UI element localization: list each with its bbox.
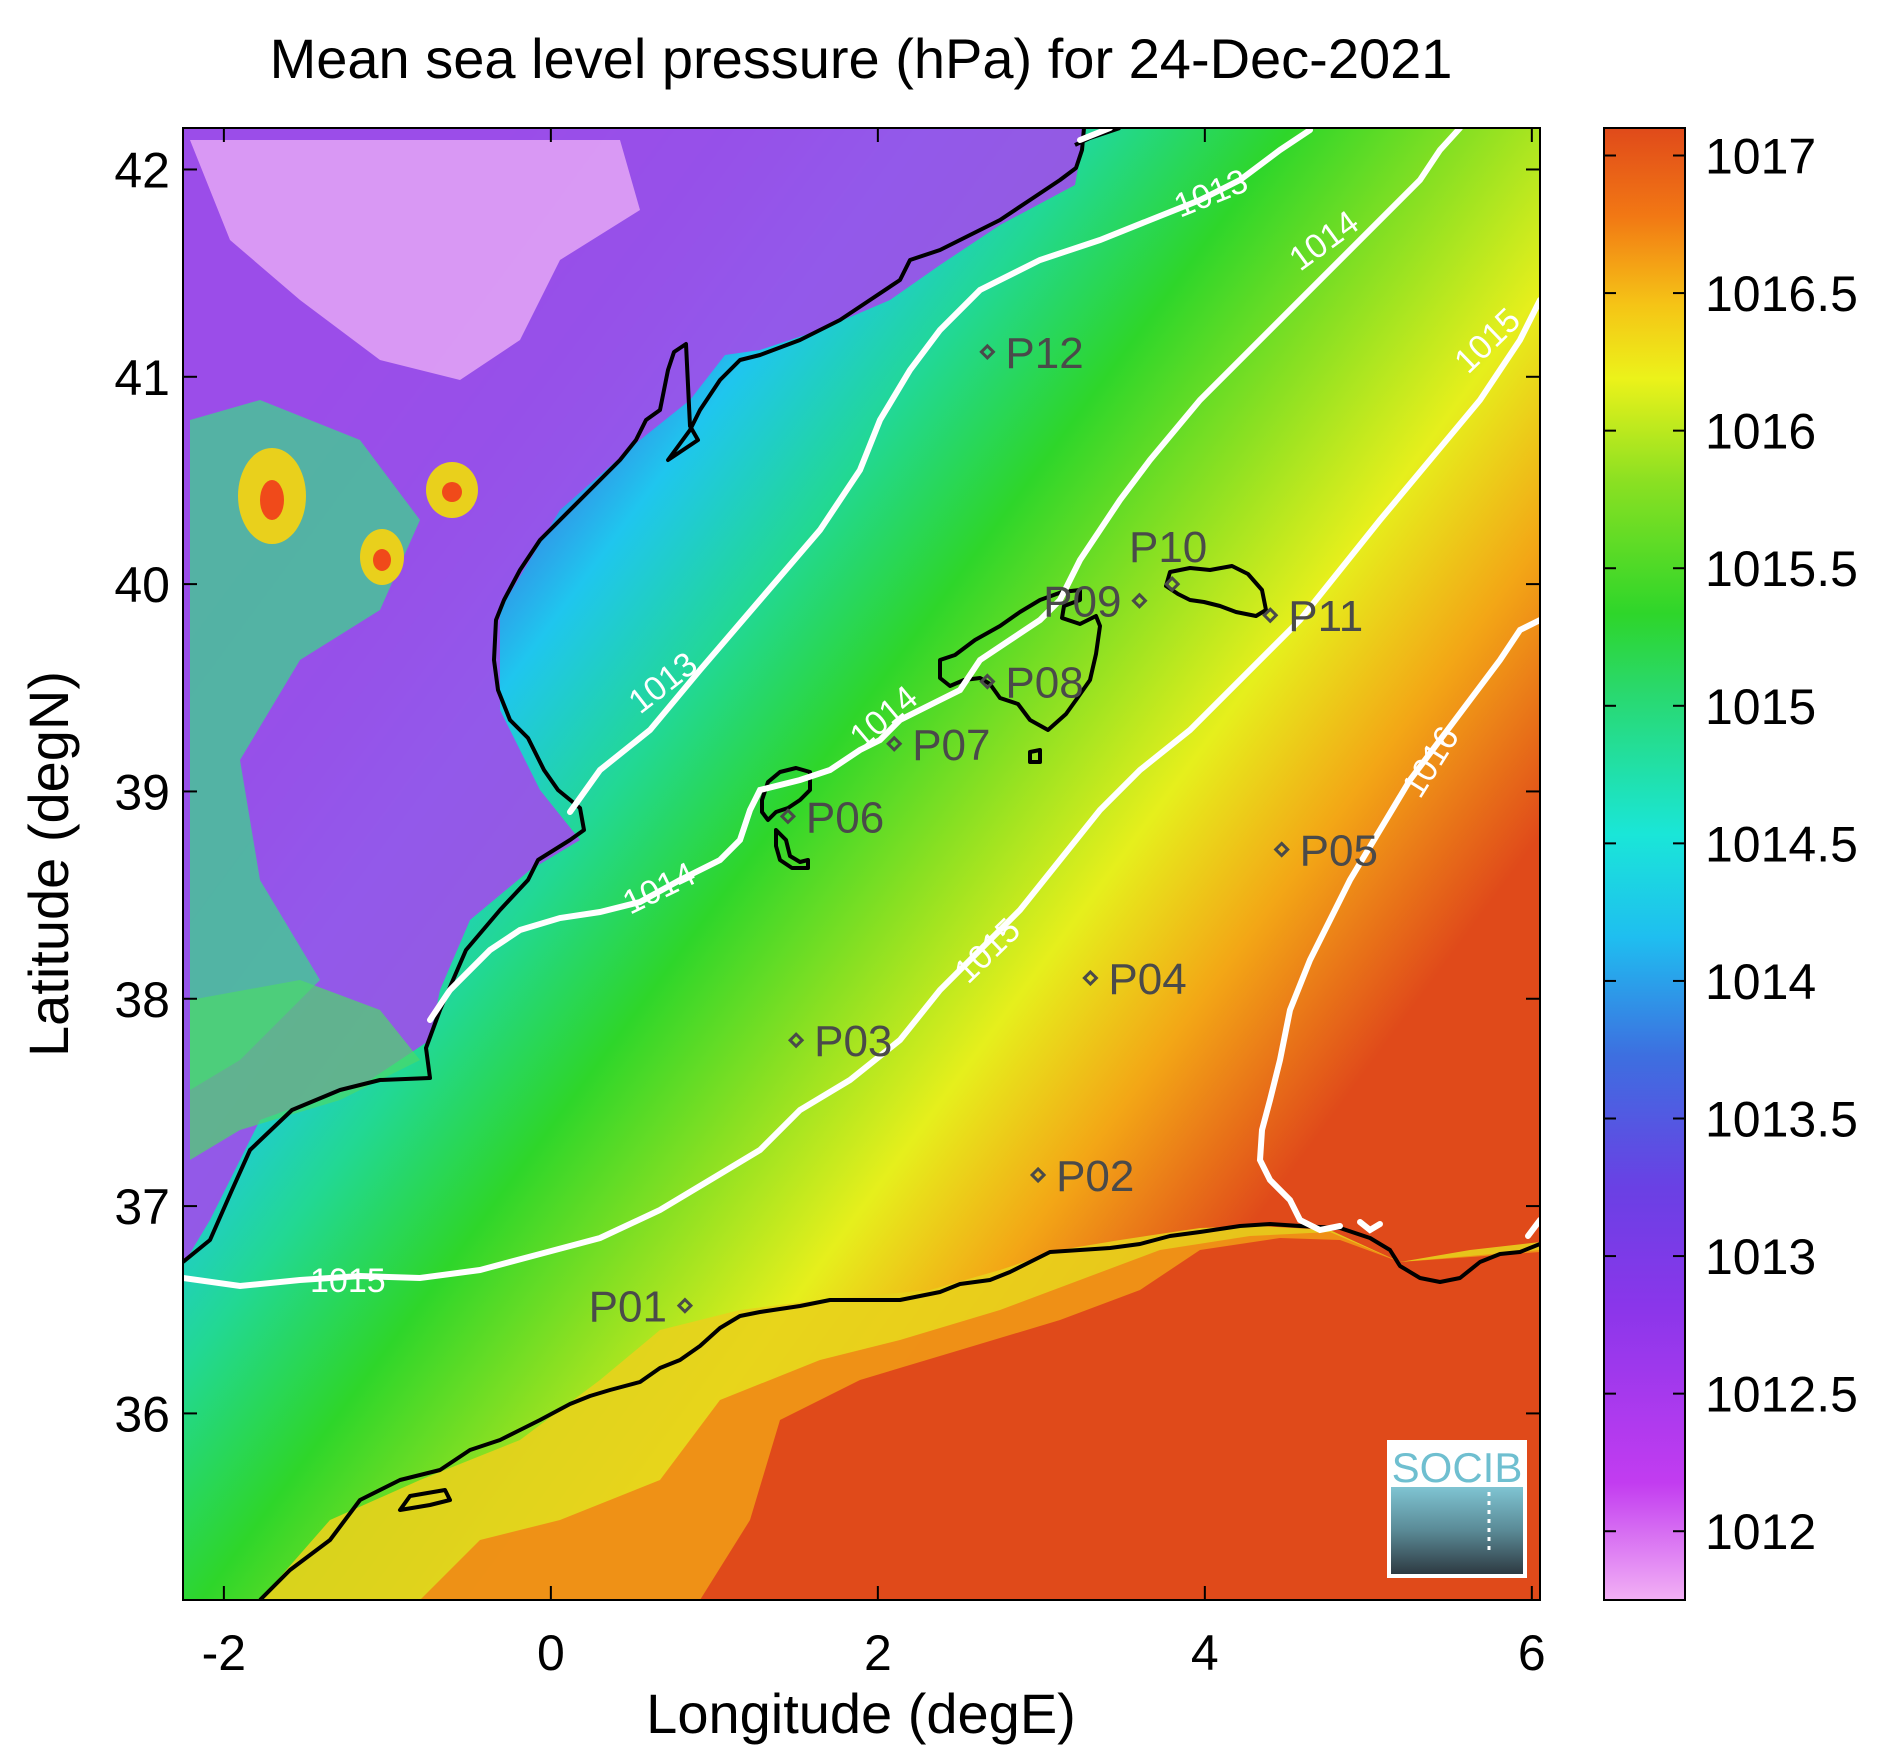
station-p08: P08 <box>979 659 1084 708</box>
contour-lines <box>183 128 1540 1290</box>
station-p04: P04 <box>1082 955 1187 1004</box>
station-label: P09 <box>1043 578 1121 627</box>
station-marker-icon <box>886 735 903 752</box>
station-label: P03 <box>814 1017 892 1066</box>
colorbar-tick-label: 1016 <box>1705 404 1816 460</box>
station-p02: P02 <box>1029 1152 1134 1201</box>
contour-1016 <box>1256 617 1540 1234</box>
station-p11: P11 <box>1262 592 1363 641</box>
x-tick-label: 2 <box>864 1625 892 1681</box>
high-spot-2-core <box>373 549 391 571</box>
station-label: P07 <box>912 721 990 770</box>
y-tick-label: 42 <box>114 142 170 198</box>
y-tick-label: 37 <box>114 1179 170 1235</box>
station-marker-icon <box>1273 841 1290 858</box>
y-tick-label: 40 <box>114 557 170 613</box>
plot-area: 1013 1013 1014 1014 1014 1015 1015 1015 … <box>183 128 1540 1600</box>
iberia-land <box>183 128 1085 1265</box>
contour-1015 <box>183 297 1540 1290</box>
iberia-north-pink <box>190 140 640 380</box>
colorbar-ticks: 1012 1012.5 1013 1013.5 1014 1014.5 1015 1015.5… <box>1604 129 1858 1560</box>
station-p05: P05 <box>1273 826 1378 875</box>
station-label: P05 <box>1300 826 1378 875</box>
station-marker-icon <box>979 343 996 361</box>
chart-title: Mean sea level pressure (hPa) for 24-Dec… <box>270 27 1453 90</box>
x-tick-label: 6 <box>1518 1625 1546 1681</box>
y-tick-label: 38 <box>114 972 170 1028</box>
high-spot-1-core <box>260 480 284 520</box>
station-marker-icon <box>1029 1166 1047 1184</box>
station-label: P10 <box>1129 523 1207 572</box>
station-marker-icon <box>787 1032 805 1049</box>
station-label: P01 <box>589 1283 667 1332</box>
station-p10: P10 <box>1129 523 1207 593</box>
x-axis-label: Longitude (degE) <box>646 1682 1076 1745</box>
plot-frame <box>182 127 1541 1601</box>
station-marker-icon <box>979 673 996 690</box>
colorbar-tick-label: 1014 <box>1705 954 1816 1010</box>
station-marker-icon <box>1131 592 1148 609</box>
colorbar <box>1603 127 1686 1601</box>
station-marker-icon <box>1082 969 1099 987</box>
station-label: P04 <box>1108 955 1186 1004</box>
y-axis-label: Latitude (degN) <box>17 671 80 1057</box>
station-marker-icon <box>779 808 797 825</box>
y-tick-label: 39 <box>114 764 170 820</box>
colorbar-tick-label: 1016.5 <box>1705 266 1858 322</box>
colorbar-tick-label: 1015.5 <box>1705 541 1858 597</box>
y-tick-label: 36 <box>114 1386 170 1442</box>
station-p06: P06 <box>779 793 884 842</box>
colorbar-tick-label: 1017 <box>1705 129 1816 185</box>
contour-1013 <box>567 128 1313 815</box>
colorbar-tick-label: 1015 <box>1705 679 1816 735</box>
colorbar-tick-label: 1012.5 <box>1705 1367 1858 1423</box>
station-p01: P01 <box>589 1283 694 1332</box>
station-label: P12 <box>1005 329 1083 378</box>
station-label: P08 <box>1005 659 1083 708</box>
contour-1013-north <box>1077 128 1113 143</box>
iberia-south-green <box>190 980 420 1160</box>
iberia-green-patch <box>190 400 420 1090</box>
colorbar-tick-label: 1014.5 <box>1705 816 1858 872</box>
socib-logo: SOCIB <box>1387 1440 1527 1578</box>
station-label: P06 <box>806 793 884 842</box>
station-label: P02 <box>1056 1152 1134 1201</box>
station-marker-icon <box>1262 607 1279 624</box>
colorbar-tick-label: 1012 <box>1705 1504 1816 1560</box>
africa-red <box>700 1238 1540 1600</box>
colorbar-tick-label: 1013 <box>1705 1229 1816 1285</box>
station-p03: P03 <box>787 1017 892 1066</box>
x-tick-label: 4 <box>1191 1625 1219 1681</box>
y-tick-label: 41 <box>114 350 170 406</box>
station-marker-icon <box>1164 575 1181 593</box>
station-p12: P12 <box>979 329 1084 378</box>
x-tick-label: -2 <box>202 1625 246 1681</box>
y-axis-ticks: 36 37 38 39 40 41 42 <box>114 142 1540 1442</box>
station-marker-icon <box>676 1297 694 1314</box>
high-spot-3-core <box>442 482 462 502</box>
station-p07: P07 <box>886 721 990 770</box>
x-axis-ticks: -2 0 2 4 6 <box>202 128 1546 1681</box>
contour-1014 <box>427 128 1463 1023</box>
socib-logo-text: SOCIB <box>1392 1444 1523 1491</box>
station-p09: P09 <box>1043 578 1148 627</box>
contour-label-1015-a: 1015 <box>310 1262 386 1300</box>
station-label: P11 <box>1288 592 1363 641</box>
colorbar-tick-label: 1013.5 <box>1705 1092 1858 1148</box>
x-tick-label: 0 <box>537 1625 565 1681</box>
